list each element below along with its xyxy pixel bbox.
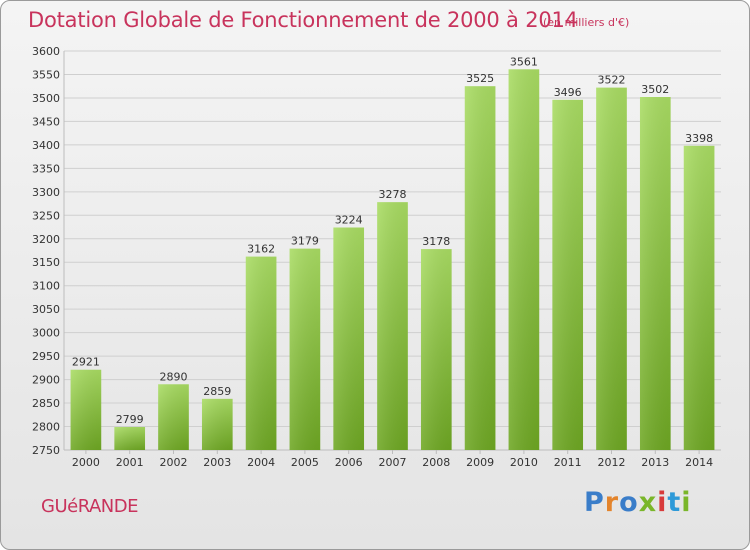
y-tick-label: 3000 [32, 327, 60, 340]
y-tick-label: 3200 [32, 233, 60, 246]
bar-shade [245, 256, 277, 450]
y-tick-label: 3150 [32, 256, 60, 269]
bar-shade [508, 69, 540, 450]
x-tick-label: 2000 [72, 456, 100, 469]
bar-shade [377, 202, 408, 450]
x-tick-label: 2013 [641, 456, 669, 469]
x-tick-label: 2014 [685, 456, 713, 469]
y-tick-label: 2900 [32, 374, 60, 387]
bar-value-label: 2890 [160, 370, 188, 383]
x-tick-label: 2010 [510, 456, 538, 469]
x-tick-label: 2004 [247, 456, 275, 469]
y-tick-label: 2850 [32, 397, 60, 410]
bar-shade [596, 87, 627, 450]
chart-subtitle: (en milliers d'€) [543, 16, 630, 29]
chart-title: Dotation Globale de Fonctionnement de 20… [28, 8, 578, 32]
bar-value-label: 3224 [335, 213, 363, 226]
bar-shade [464, 86, 496, 451]
bar-shade [683, 145, 715, 451]
bar-value-label: 3178 [422, 235, 450, 248]
commune-name: GUéRANDE [41, 496, 139, 517]
y-tick-label: 3600 [32, 45, 60, 58]
bar-layer [70, 69, 715, 451]
x-tick-label: 2011 [554, 456, 582, 469]
bar-value-label: 2859 [203, 385, 231, 398]
bar-value-label: 3162 [247, 243, 275, 256]
bar-value-label: 3496 [554, 86, 582, 99]
bar-shade [201, 398, 233, 450]
y-tick-label: 3500 [32, 92, 60, 105]
x-tick-label: 2005 [291, 456, 319, 469]
y-tick-label: 3300 [32, 186, 60, 199]
bar-value-label: 3179 [291, 235, 319, 248]
bar-value-label: 2799 [116, 413, 144, 426]
bar-shade [158, 384, 189, 450]
y-tick-label: 3350 [32, 162, 60, 175]
y-tick-label: 3550 [32, 68, 60, 81]
x-tick-label: 2008 [422, 456, 450, 469]
axis-layer: 2750 2800 2850 2900 2950 3000 3050 3100 3150 3200… [32, 45, 721, 457]
bar-value-label: 3398 [685, 132, 713, 145]
x-tick-label: 2007 [379, 456, 407, 469]
bar-shade [639, 97, 671, 450]
x-tick-label: 2003 [203, 456, 231, 469]
y-tick-label: 3050 [32, 303, 60, 316]
bar-shade [420, 249, 452, 450]
bar-shade [552, 99, 584, 451]
x-tick-label: 2002 [160, 456, 188, 469]
y-tick-label: 3100 [32, 280, 60, 293]
bar-value-label: 3561 [510, 55, 538, 68]
y-tick-label: 2750 [32, 444, 60, 457]
x-tick-label: 2006 [335, 456, 363, 469]
bar-value-label: 3502 [641, 83, 669, 96]
x-tick-label: 2009 [466, 456, 494, 469]
bar-shade [70, 369, 102, 450]
bar-value-label: 3522 [598, 74, 626, 87]
x-tick-label: 2012 [598, 456, 626, 469]
bar-shade [114, 426, 146, 450]
proxiti-logo: Proxiti [584, 487, 692, 518]
y-tick-label: 3450 [32, 115, 60, 128]
y-tick-label: 2950 [32, 350, 60, 363]
bar-shade [333, 227, 365, 450]
bar-shade [289, 248, 321, 450]
label-layer: 2921 2000 2799 2001 2890 2002 2859 2003 3162 2004… [72, 55, 713, 469]
bar-value-label: 2921 [72, 356, 100, 369]
bar-value-label: 3278 [379, 188, 407, 201]
y-tick-label: 3400 [32, 139, 60, 152]
y-tick-label: 2800 [32, 421, 60, 434]
bar-value-label: 3525 [466, 72, 494, 85]
y-tick-label: 3250 [32, 209, 60, 222]
x-tick-label: 2001 [116, 456, 144, 469]
